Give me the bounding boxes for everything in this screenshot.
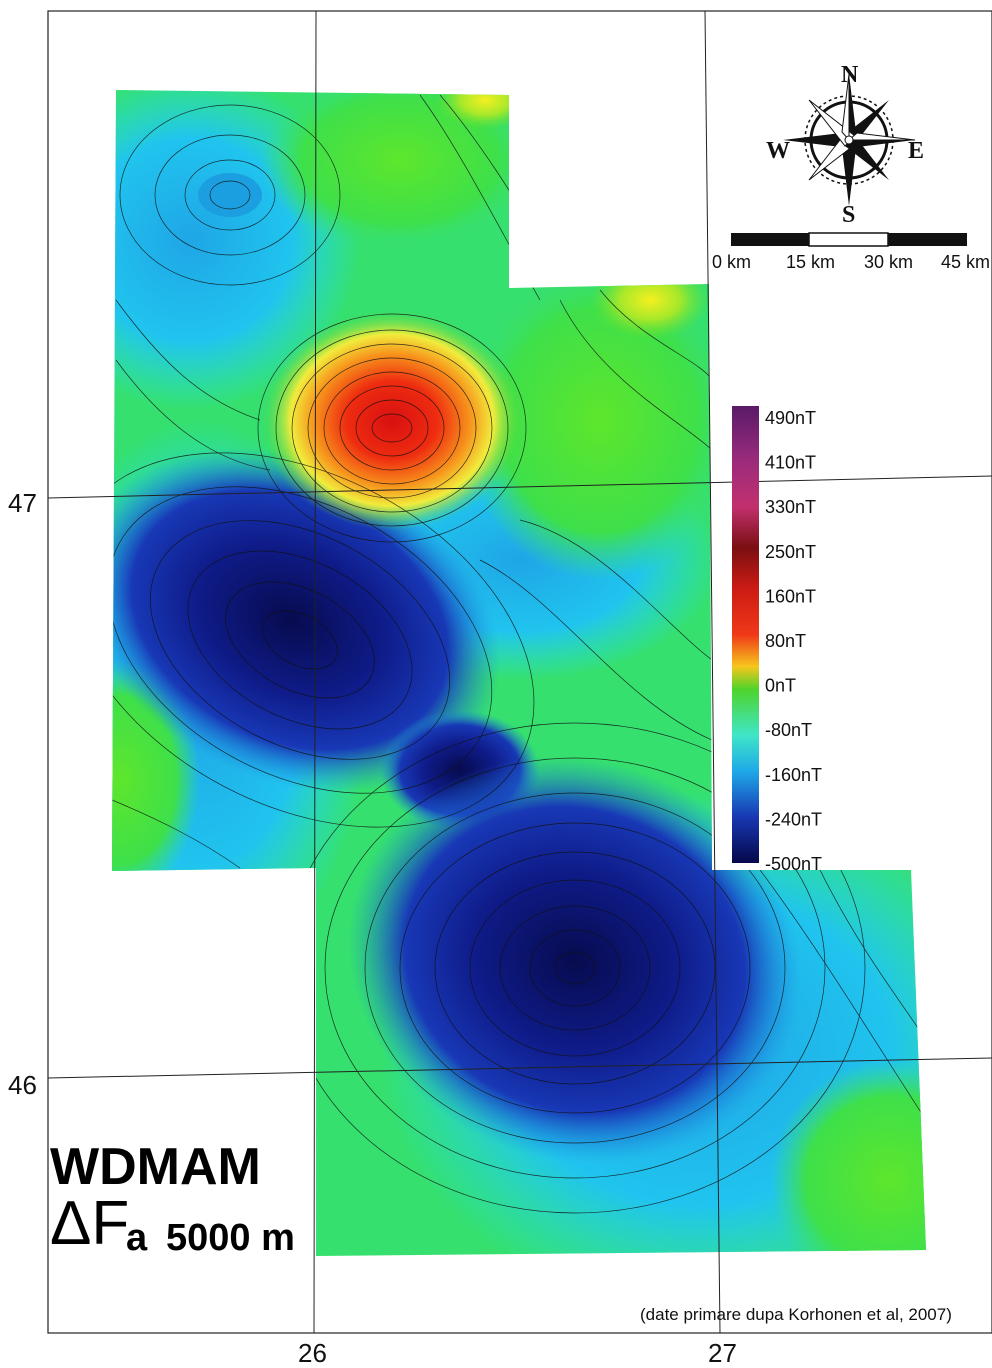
lon-label-26: 26 [298, 1338, 327, 1368]
legend-label: 250nT [765, 542, 816, 562]
legend-label: 330nT [765, 497, 816, 517]
legend-label: -80nT [765, 720, 812, 740]
legend-label: -500nT [765, 854, 822, 874]
title-symbol: ΔF [50, 1189, 129, 1258]
scale-label-30: 30 km [864, 252, 913, 272]
graticule [47, 10, 992, 1334]
legend-label: 0nT [765, 676, 796, 696]
lat-label-46: 46 [8, 1070, 37, 1100]
lon-label-27: 27 [708, 1338, 737, 1368]
compass-north: N [841, 62, 859, 88]
scale-label-15: 15 km [786, 252, 835, 272]
title-subscript: a [126, 1217, 148, 1259]
compass-rose-icon [783, 73, 916, 206]
title-altitude: 5000 m [166, 1217, 295, 1259]
compass-south: S [842, 202, 855, 228]
legend-label: 160nT [765, 586, 816, 606]
compass-west: W [766, 138, 790, 164]
legend-label: 490nT [765, 408, 816, 428]
anomaly-field [112, 90, 926, 1256]
legend-colorbar [732, 406, 759, 863]
compass-east: E [908, 138, 924, 164]
scale-label-0: 0 km [712, 252, 751, 272]
legend-label: -160nT [765, 765, 822, 785]
map-title: WDMAM [50, 1138, 261, 1196]
legend-label: -240nT [765, 809, 822, 829]
source-note: (date primare dupa Korhonen et al, 2007) [640, 1305, 952, 1324]
lat-label-47: 47 [8, 488, 37, 518]
legend-labels: 490nT 410nT 330nT 250nT 160nT 80nT 0nT -80nT -16… [765, 408, 822, 874]
legend-label: 80nT [765, 631, 806, 651]
map-frame [47, 10, 992, 1334]
scale-bar [731, 232, 967, 247]
legend-label: 410nT [765, 453, 816, 473]
scale-label-45: 45 km [941, 252, 990, 272]
